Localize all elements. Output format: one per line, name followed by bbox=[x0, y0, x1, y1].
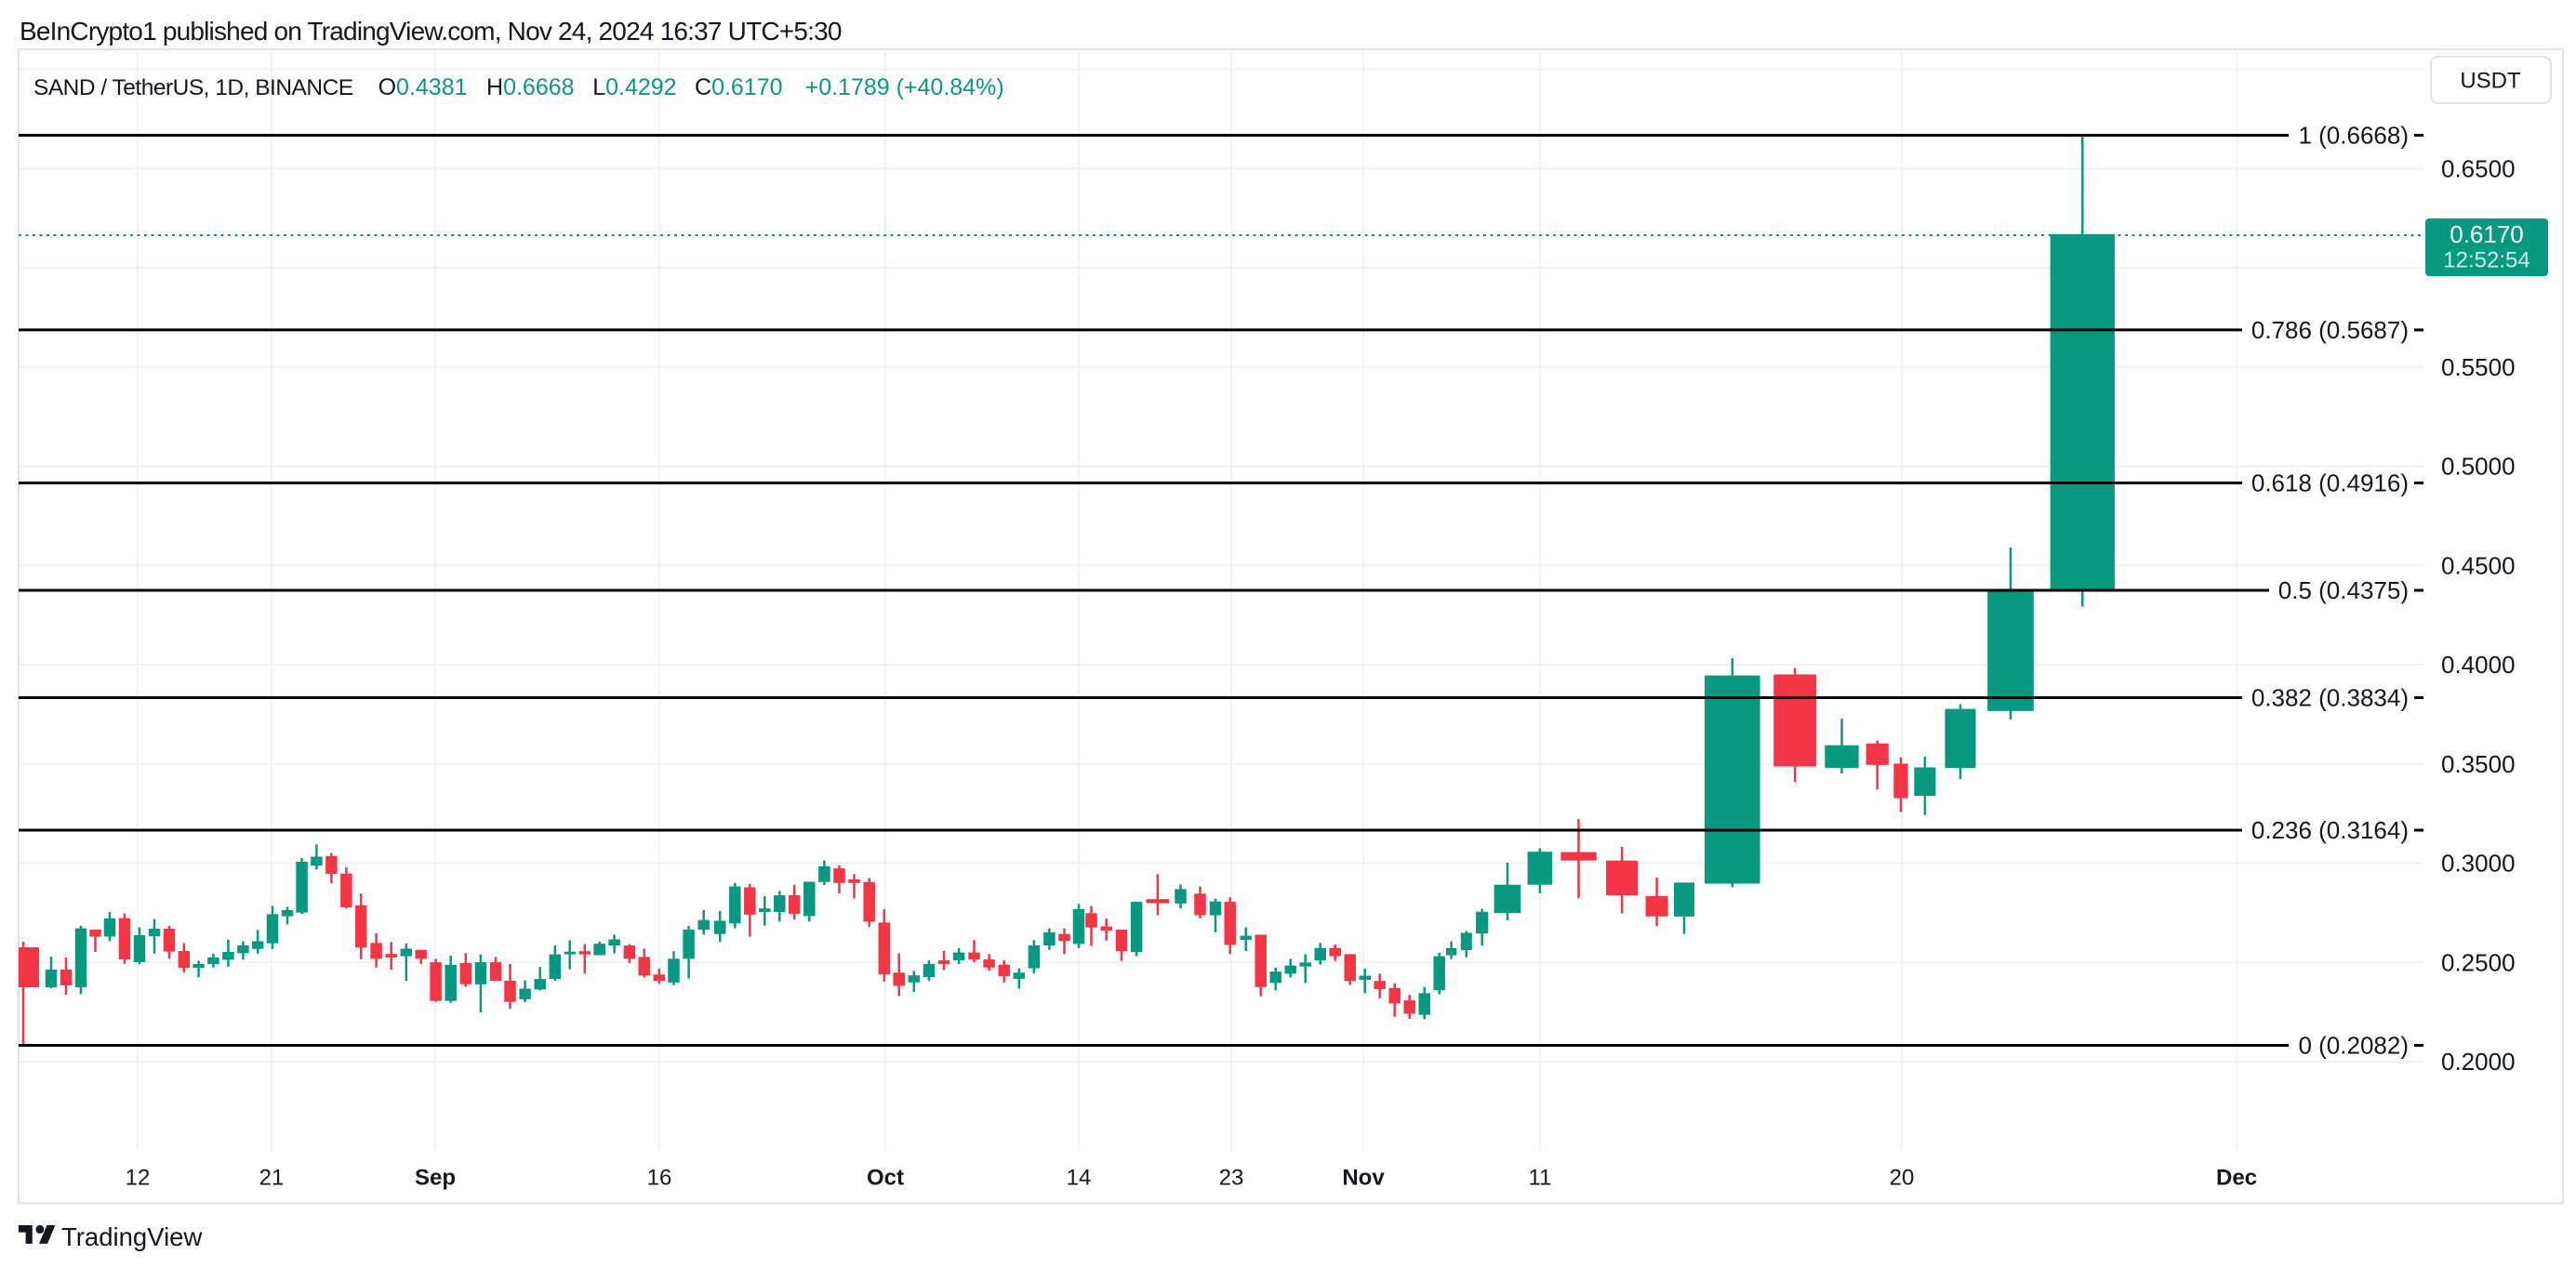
svg-text:0.5000: 0.5000 bbox=[2441, 453, 2516, 481]
svg-text:0.5500: 0.5500 bbox=[2441, 353, 2516, 381]
svg-text:0.4000: 0.4000 bbox=[2441, 651, 2516, 679]
svg-text:0.5 (0.4375): 0.5 (0.4375) bbox=[2278, 576, 2409, 604]
svg-text:USDT: USDT bbox=[2460, 69, 2521, 94]
svg-text:0.2500: 0.2500 bbox=[2441, 948, 2516, 976]
svg-text:Nov: Nov bbox=[1342, 1166, 1385, 1191]
svg-text:Dec: Dec bbox=[2216, 1166, 2257, 1191]
svg-text:1 (0.6668): 1 (0.6668) bbox=[2298, 122, 2409, 150]
svg-text:0.6500: 0.6500 bbox=[2441, 154, 2516, 182]
svg-text:14: 14 bbox=[1067, 1166, 1092, 1191]
svg-text:23: 23 bbox=[1219, 1166, 1244, 1191]
svg-text:O0.4381: O0.4381 bbox=[378, 74, 468, 100]
svg-text:0.618 (0.4916): 0.618 (0.4916) bbox=[2251, 469, 2409, 497]
svg-text:0.2000: 0.2000 bbox=[2441, 1048, 2516, 1076]
svg-text:0.786 (0.5687): 0.786 (0.5687) bbox=[2251, 316, 2409, 344]
svg-text:L0.4292: L0.4292 bbox=[592, 74, 676, 100]
svg-text:21: 21 bbox=[259, 1166, 285, 1191]
svg-text:Oct: Oct bbox=[867, 1166, 904, 1191]
svg-text:C0.6170: C0.6170 bbox=[695, 74, 783, 100]
svg-text:+0.1789 (+40.84%): +0.1789 (+40.84%) bbox=[805, 74, 1004, 100]
svg-text:0.4500: 0.4500 bbox=[2441, 551, 2516, 579]
svg-text:BeInCrypto1 published on Tradi: BeInCrypto1 published on TradingView.com… bbox=[20, 17, 842, 46]
svg-text:16: 16 bbox=[647, 1166, 672, 1191]
svg-text:SAND / TetherUS, 1D, BINANCE: SAND / TetherUS, 1D, BINANCE bbox=[33, 75, 353, 100]
svg-text:20: 20 bbox=[1890, 1166, 1915, 1191]
svg-text:12:52:54: 12:52:54 bbox=[2443, 248, 2530, 273]
svg-text:0.6170: 0.6170 bbox=[2450, 220, 2524, 248]
svg-text:0.3500: 0.3500 bbox=[2441, 750, 2516, 778]
svg-text:0.3000: 0.3000 bbox=[2441, 850, 2516, 878]
svg-text:0.236 (0.3164): 0.236 (0.3164) bbox=[2251, 816, 2409, 844]
svg-text:12: 12 bbox=[126, 1166, 151, 1191]
svg-text:H0.6668: H0.6668 bbox=[486, 74, 575, 100]
svg-text:0.382 (0.3834): 0.382 (0.3834) bbox=[2251, 684, 2409, 712]
svg-text:Sep: Sep bbox=[415, 1166, 456, 1191]
svg-text:0 (0.2082): 0 (0.2082) bbox=[2298, 1032, 2409, 1060]
svg-text:TradingView: TradingView bbox=[61, 1222, 202, 1251]
svg-text:11: 11 bbox=[1529, 1166, 1552, 1191]
